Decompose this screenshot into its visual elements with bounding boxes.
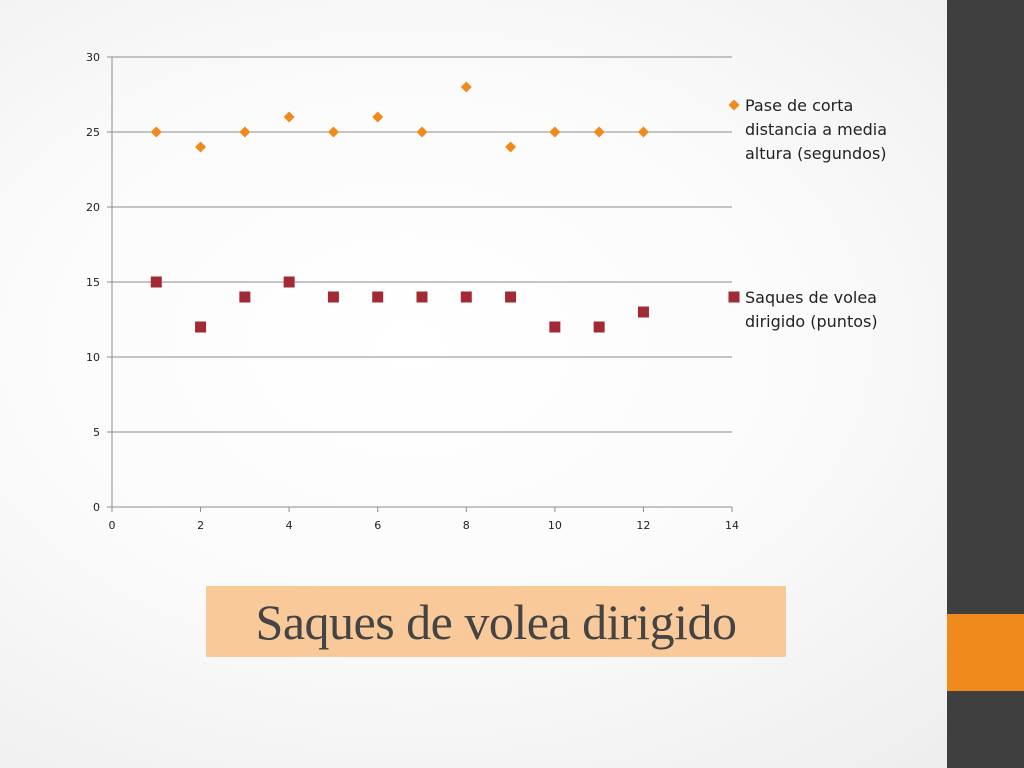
y-tick-label-30: 30 bbox=[86, 51, 100, 64]
series-2-point-9 bbox=[505, 291, 517, 303]
series-1-point-2 bbox=[195, 141, 207, 153]
series-1-point-9 bbox=[505, 141, 517, 153]
series-1-point-10 bbox=[549, 126, 561, 138]
y-tick-label-0: 0 bbox=[93, 501, 100, 514]
series-2-point-10 bbox=[549, 321, 561, 333]
legend-label-1-line-3: altura (segundos) bbox=[745, 144, 887, 163]
tick-labels: 0 5 10 15 20 25 30 0 2 4 6 8 10 12 14 bbox=[86, 51, 739, 532]
series-1-point-1 bbox=[150, 126, 162, 138]
series-2-point-7 bbox=[416, 291, 428, 303]
x-tick-label-14: 14 bbox=[725, 519, 739, 532]
series-1-point-11 bbox=[593, 126, 605, 138]
gridlines bbox=[112, 56, 732, 433]
series-1-point-4 bbox=[283, 111, 295, 123]
series-1-point-12 bbox=[637, 126, 649, 138]
x-tick-label-8: 8 bbox=[463, 519, 470, 532]
slide-title: Saques de volea dirigido bbox=[255, 593, 737, 650]
sidebar-accent-block bbox=[947, 614, 1024, 691]
series-2-point-6 bbox=[372, 291, 384, 303]
legend-label-2-line-1: Saques de volea bbox=[745, 288, 877, 307]
data-series bbox=[150, 81, 649, 333]
series-1-point-5 bbox=[327, 126, 339, 138]
y-tick-label-15: 15 bbox=[86, 276, 100, 289]
series-1-point-7 bbox=[416, 126, 428, 138]
scatter-chart: 0 5 10 15 20 25 30 0 2 4 6 8 10 12 14 Pase de corta dis… bbox=[86, 51, 887, 532]
title-box: Saques de volea dirigido bbox=[206, 586, 786, 657]
series-1-point-3 bbox=[239, 126, 251, 138]
x-tick-label-12: 12 bbox=[636, 519, 650, 532]
series-2-point-2 bbox=[195, 321, 207, 333]
legend-entry-1: Pase de corta distancia a media altura (se… bbox=[728, 96, 887, 163]
legend-label-1: Pase de corta distancia a media altura (se… bbox=[745, 96, 887, 163]
x-tick-label-10: 10 bbox=[548, 519, 562, 532]
legend-label-2-line-2: dirigido (puntos) bbox=[745, 312, 878, 331]
series-2-point-11 bbox=[593, 321, 605, 333]
y-tick-label-20: 20 bbox=[86, 201, 100, 214]
slide: 0 5 10 15 20 25 30 0 2 4 6 8 10 12 14 Pase de corta dis… bbox=[86, 51, 887, 657]
series-2-point-1 bbox=[150, 276, 162, 288]
x-tick-label-4: 4 bbox=[286, 519, 293, 532]
axes bbox=[107, 56, 733, 512]
x-tick-label-2: 2 bbox=[197, 519, 204, 532]
series-2-point-5 bbox=[327, 291, 339, 303]
series-1-point-8 bbox=[460, 81, 472, 93]
legend-marker-1 bbox=[728, 99, 740, 111]
series-2-point-3 bbox=[239, 291, 251, 303]
series-2-point-4 bbox=[283, 276, 295, 288]
y-tick-label-10: 10 bbox=[86, 351, 100, 364]
series-2-point-12 bbox=[637, 306, 649, 318]
legend-label-2: Saques de volea dirigido (puntos) bbox=[745, 288, 878, 331]
y-tick-label-5: 5 bbox=[93, 426, 100, 439]
legend-label-1-line-1: Pase de corta bbox=[745, 96, 853, 115]
y-tick-label-25: 25 bbox=[86, 126, 100, 139]
x-tick-label-0: 0 bbox=[109, 519, 116, 532]
series-1 bbox=[150, 81, 649, 153]
series-2-point-8 bbox=[460, 291, 472, 303]
legend: Pase de corta distancia a media altura (se… bbox=[728, 96, 887, 331]
series-2 bbox=[150, 276, 649, 333]
legend-entry-2: Saques de volea dirigido (puntos) bbox=[728, 288, 878, 331]
legend-label-1-line-2: distancia a media bbox=[745, 120, 887, 139]
x-tick-label-6: 6 bbox=[374, 519, 381, 532]
series-1-point-6 bbox=[372, 111, 384, 123]
legend-marker-2 bbox=[728, 291, 740, 303]
